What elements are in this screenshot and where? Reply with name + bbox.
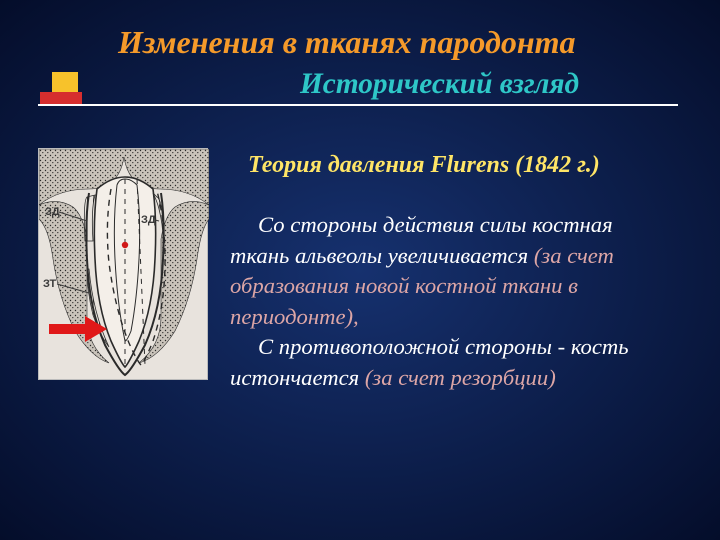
svg-text:ЗД: ЗД [141,214,156,226]
svg-text:ЗТ: ЗТ [43,278,56,290]
svg-text:ЗД: ЗД [45,206,60,218]
p2-pale: (за счет резорбции) [365,365,556,390]
slide-title: Изменения в тканях пародонта [118,24,575,61]
tooth-diagram: ЗД ЗД ЗТ [38,148,208,380]
decor-squares [40,72,92,128]
tooth-diagram-svg: ЗД ЗД ЗТ [39,149,209,381]
paragraph-2: С противоположной стороны - кость истонч… [230,332,670,393]
slide-subtitle: Исторический взгляд [300,68,579,101]
horizontal-rule [38,104,678,106]
theory-heading: Теория давления Flurens (1842 г.) [248,152,600,179]
slide: Изменения в тканях пародонта Исторически… [0,0,720,540]
body-text: Со стороны действия силы костная ткань а… [230,210,670,394]
paragraph-1: Со стороны действия силы костная ткань а… [230,210,670,332]
